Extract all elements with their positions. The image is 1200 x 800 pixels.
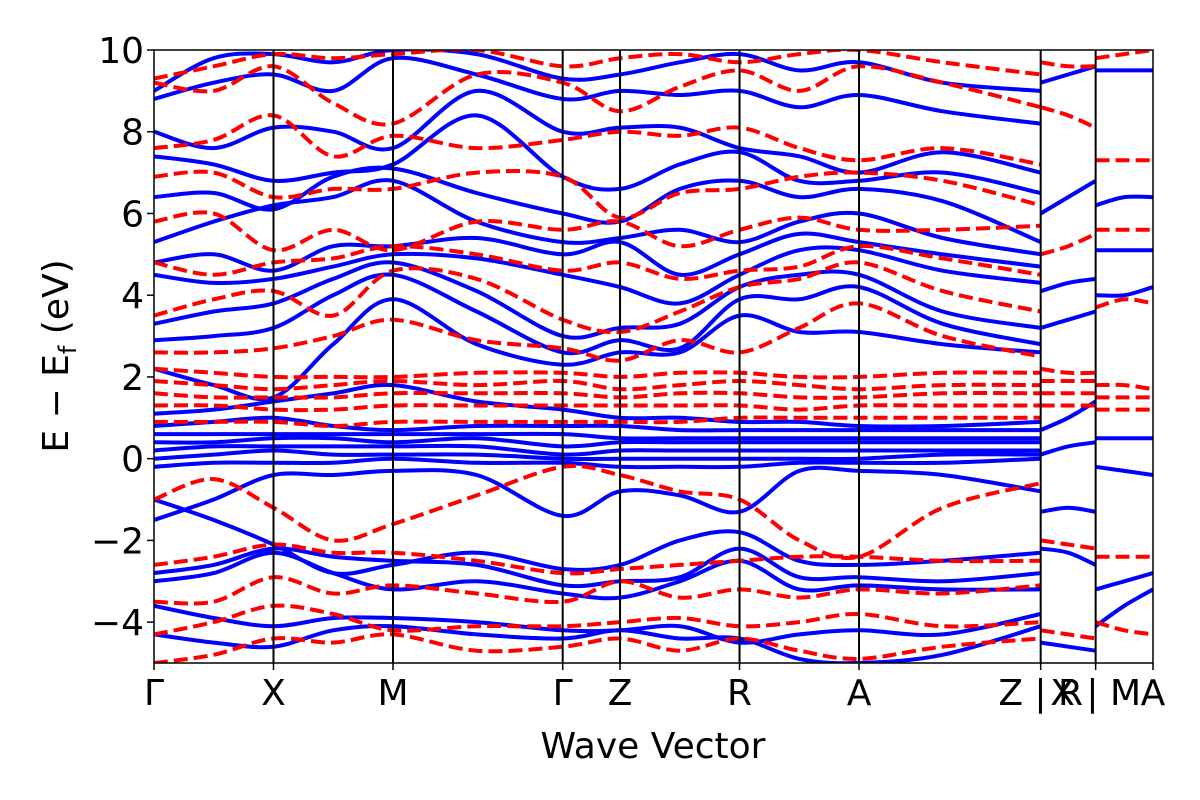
x-tick-label: Z | R [998, 673, 1083, 714]
solid-band-22 [154, 55, 1041, 126]
solid-band-33 [1094, 587, 1153, 628]
solid-band-32 [1040, 64, 1097, 85]
y-tick-label: 6 [121, 194, 144, 235]
y-tick-label: 0 [121, 440, 144, 481]
solid-band-1 [154, 603, 1042, 645]
dashed-band-4 [154, 464, 1042, 560]
y-axis-label-main: E − E [36, 354, 77, 453]
x-tick-label: A [847, 673, 872, 714]
dashed-band-25 [1040, 105, 1097, 130]
solid-band-20 [154, 113, 1042, 195]
solid-band-39 [1095, 194, 1153, 208]
dashed-band-19 [1040, 538, 1096, 551]
dashed-band-8 [154, 378, 1041, 392]
dashed-band-9 [154, 366, 1041, 380]
y-axis-label-subscript: f [54, 345, 82, 354]
dashed-band-27 [1095, 620, 1153, 637]
solid-band-26 [1040, 640, 1096, 653]
dashed-band-26 [1040, 60, 1096, 69]
x-tick-label: R [727, 673, 752, 714]
bands-layer [154, 50, 1153, 663]
x-tick-label: Γ [553, 673, 573, 714]
x-tick-label: M [377, 673, 408, 714]
x-tick-label: Z [608, 673, 633, 714]
y-axis-ticks: −4 −2 0 2 4 6 8 10 [91, 31, 154, 644]
dashed-band-12 [154, 244, 1042, 282]
dashed-band-23 [1040, 366, 1096, 376]
solid-band-25 [1040, 546, 1097, 567]
y-axis-label: E − Ef (eV) [36, 259, 82, 452]
solid-band-29 [1040, 309, 1097, 330]
x-axis-label: Wave Vector [541, 726, 766, 767]
x-tick-label: A [1141, 673, 1166, 714]
y-tick-label: −2 [91, 521, 144, 562]
solid-band-37 [1095, 285, 1153, 298]
high-symmetry-lines [272, 50, 1097, 663]
solid-band-31 [1039, 179, 1097, 216]
solid-band-4 [154, 465, 1042, 522]
y-tick-label: 10 [98, 31, 144, 72]
solid-band-5 [154, 497, 1041, 576]
solid-band-24 [1040, 505, 1096, 514]
y-tick-label: 4 [121, 276, 144, 317]
solid-band-18 [154, 178, 1042, 257]
y-tick-label: 8 [121, 113, 144, 154]
dashed-band-7 [154, 390, 1041, 400]
dashed-band-11 [154, 260, 1042, 335]
solid-band-35 [1095, 464, 1153, 477]
solid-band-34 [1095, 571, 1153, 592]
dashed-band-0 [154, 632, 1041, 663]
dashed-band-24 [1040, 232, 1097, 257]
solid-band-27 [1040, 440, 1096, 457]
dashed-band-6 [154, 403, 1041, 413]
plot-frame [153, 49, 1154, 664]
x-tick-label: X [261, 673, 286, 714]
dashed-band-18 [1040, 628, 1096, 641]
x-tick-label: X | M [1050, 673, 1141, 714]
y-tick-label: −4 [91, 603, 144, 644]
solid-band-30 [1040, 276, 1096, 294]
solid-band-15 [154, 260, 1042, 340]
x-tick-label: Γ [144, 673, 164, 714]
dashed-band-31 [1095, 382, 1153, 392]
y-tick-label: 2 [121, 358, 144, 399]
y-axis-label-unit: (eV) [36, 259, 77, 345]
solid-band-14 [154, 272, 1042, 356]
solid-band-19 [154, 165, 1042, 244]
dashed-band-35 [1095, 50, 1153, 61]
dashed-band-32 [1094, 297, 1153, 310]
